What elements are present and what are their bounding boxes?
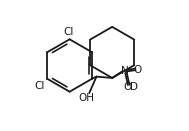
Text: Cl: Cl: [64, 27, 74, 37]
Text: N: N: [121, 66, 129, 76]
Text: Cl: Cl: [35, 81, 45, 91]
Text: D: D: [130, 82, 138, 92]
Text: O: O: [134, 65, 142, 75]
Text: O: O: [124, 82, 132, 92]
Text: OH: OH: [78, 93, 94, 103]
